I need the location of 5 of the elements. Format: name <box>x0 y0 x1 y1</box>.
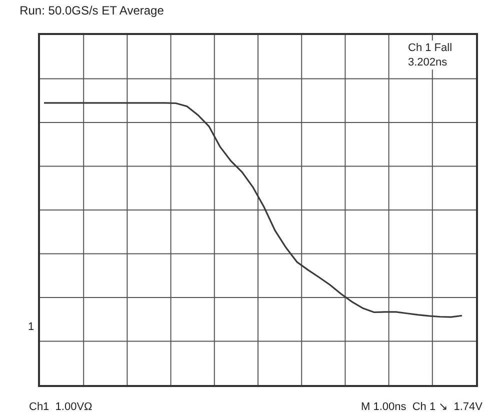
text: 1 <box>28 321 34 333</box>
text: Ch1 1.00VΩ <box>29 401 92 413</box>
text: Ch 1 Fall 3.202ns <box>408 42 452 68</box>
chart-title: Run: 50.0GS/s ET Average <box>20 4 164 18</box>
text: M 1.00ns Ch 1 ↘ 1.74V <box>361 401 484 413</box>
